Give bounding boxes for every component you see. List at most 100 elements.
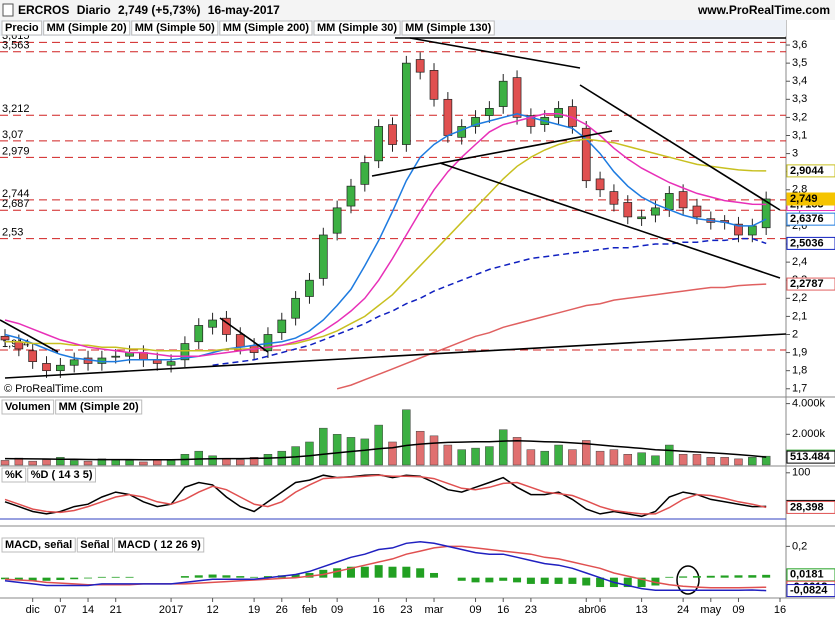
bar [595, 450, 605, 466]
bar [291, 446, 300, 466]
bar [250, 576, 259, 578]
x-tick-label: abr [578, 604, 594, 616]
candle-body [678, 191, 688, 209]
candle-body [360, 162, 370, 185]
bar [1, 577, 9, 580]
value-badge [786, 164, 835, 178]
bar [457, 449, 466, 466]
bar [360, 438, 370, 466]
bar [471, 577, 480, 583]
value-badge-label: -0,0824 [790, 584, 828, 596]
bar [42, 459, 51, 466]
series-line [4, 113, 767, 357]
series-line [4, 474, 767, 515]
bar [471, 447, 480, 466]
bar [761, 455, 771, 466]
series-line [4, 540, 767, 592]
candle-body [512, 77, 522, 118]
last-quote: 2,749 (+5,73%) [118, 3, 200, 17]
bar [42, 577, 51, 581]
bar [498, 429, 508, 466]
bar [69, 460, 79, 466]
candle-body [111, 355, 121, 358]
level-label: 2,979 [2, 145, 30, 157]
bar [83, 460, 93, 466]
value-badge [786, 212, 835, 226]
bar [706, 575, 715, 578]
legend-box [1, 537, 76, 553]
bar [485, 577, 494, 583]
bar [748, 457, 757, 466]
x-tick-label: feb [302, 604, 317, 616]
candle-body [346, 185, 356, 207]
header-bar [0, 0, 835, 20]
candle-body [401, 62, 411, 145]
legend-box [55, 399, 143, 415]
bar [512, 437, 522, 466]
value-badge [786, 450, 835, 464]
value-badge [786, 192, 835, 206]
candle-body [318, 234, 328, 279]
bar [485, 446, 494, 466]
bar [166, 460, 176, 466]
bar [416, 568, 425, 578]
value-badge-label: 2,2787 [790, 278, 824, 290]
candle-body [42, 363, 51, 372]
candle-body [56, 364, 65, 372]
candle-body [180, 343, 190, 361]
legend-box [114, 537, 205, 553]
bar [222, 575, 231, 578]
candle-body [554, 108, 563, 118]
bar [208, 455, 217, 466]
bar [734, 458, 743, 466]
bar [70, 577, 79, 580]
bar [180, 576, 189, 578]
bar [554, 577, 563, 584]
y-tick-label: 3,6 [792, 39, 807, 51]
legend-box [131, 20, 219, 36]
bar [14, 577, 23, 581]
x-tick-label: 23 [525, 604, 537, 616]
x-tick-label: 09 [732, 604, 744, 616]
candle-body [194, 325, 204, 343]
bar [249, 457, 259, 466]
x-tick-label: 16 [373, 604, 385, 616]
candle-body [498, 80, 508, 107]
y-tick-label: 4.000k [792, 398, 826, 410]
y-tick-label: 2,4 [792, 256, 807, 268]
candle-body [0, 335, 10, 341]
bar [582, 440, 591, 466]
candle-body [761, 198, 771, 229]
series-line [212, 237, 767, 366]
legend-entry: Precio [5, 22, 39, 34]
bar [360, 566, 369, 578]
bar [56, 577, 65, 581]
candle-body [332, 207, 342, 234]
candle-body [415, 59, 425, 73]
legend-box [1, 20, 43, 36]
value-badge-label: 2,5036 [790, 237, 824, 249]
bar [665, 576, 674, 578]
bar [651, 455, 660, 466]
candle-body [581, 127, 591, 182]
bar [692, 454, 702, 466]
candle-body [485, 108, 494, 116]
level-label: 3,563 [2, 40, 30, 52]
bar [346, 566, 355, 578]
bar [28, 460, 37, 466]
legend-box [313, 20, 401, 36]
bar [333, 568, 342, 578]
bar [388, 566, 397, 578]
legend-box [43, 20, 131, 36]
legend-box [1, 467, 27, 483]
candle-body [291, 297, 300, 319]
source: www.ProRealTime.com [697, 3, 830, 17]
x-tick-label: 16 [497, 604, 509, 616]
y-tick-label: 3,4 [792, 75, 807, 87]
bar [111, 576, 120, 578]
y-tick-label: 2.000k [792, 428, 826, 440]
level-label: 2,744 [2, 188, 30, 200]
candle-body [69, 359, 79, 366]
bar [568, 577, 577, 584]
x-tick-label: 19 [248, 604, 260, 616]
